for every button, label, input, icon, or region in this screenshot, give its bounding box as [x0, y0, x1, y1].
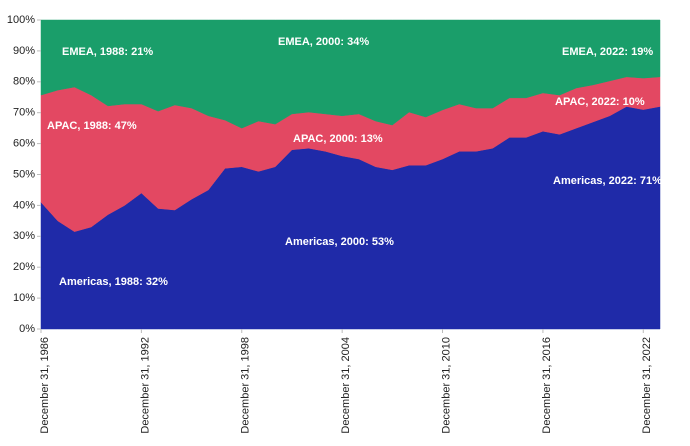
y-tick-label: 70%	[13, 107, 35, 119]
annotation: EMEA, 1988: 21%	[62, 46, 153, 58]
annotation: Americas, 2000: 53%	[285, 236, 394, 248]
x-tick-label: December 31, 2004	[340, 337, 352, 434]
y-tick-label: 40%	[13, 199, 35, 211]
y-tick-label: 50%	[13, 168, 35, 180]
area	[40, 19, 661, 129]
annotation: APAC, 2000: 13%	[293, 133, 383, 145]
y-tick-label: 10%	[13, 292, 35, 304]
y-tick-label: 30%	[13, 230, 35, 242]
x-tick-label: December 31, 1986	[39, 337, 51, 434]
y-tick-label: 80%	[13, 76, 35, 88]
x-tick-label: December 31, 2022	[641, 337, 653, 434]
y-tick-label: 100%	[7, 14, 35, 26]
y-tick-label: 20%	[13, 261, 35, 273]
x-tick-label: December 31, 1998	[240, 337, 252, 434]
annotation: Americas, 1988: 32%	[59, 276, 168, 288]
annotation: Americas, 2022: 71%	[553, 175, 662, 187]
y-tick-label: 0%	[19, 323, 35, 335]
annotation: EMEA, 2000: 34%	[278, 36, 369, 48]
annotation: EMEA, 2022: 19%	[562, 46, 653, 58]
annotation: APAC, 2022: 10%	[555, 96, 645, 108]
annotation: APAC, 1988: 47%	[47, 120, 137, 132]
x-tick-label: December 31, 1992	[139, 337, 151, 434]
x-tick-label: December 31, 2010	[440, 337, 452, 434]
y-tick-label: 60%	[13, 138, 35, 150]
x-tick-label: December 31, 2016	[541, 337, 553, 434]
y-tick-label: 90%	[13, 45, 35, 57]
